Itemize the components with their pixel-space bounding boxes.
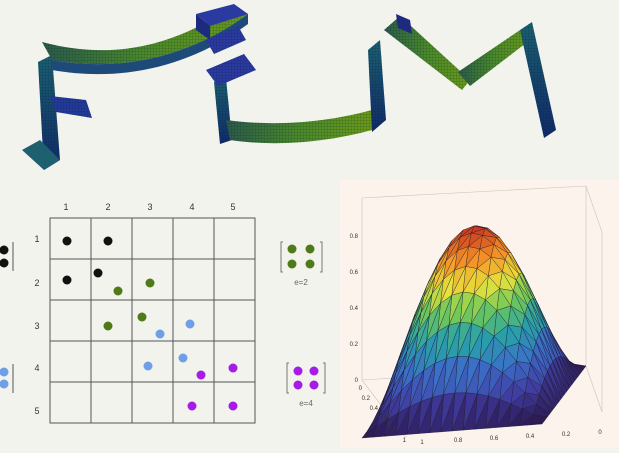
fem-surface-plot: 0.8 0.6 0.4 0.2 0 0 0.2 0.4 0.6 0.8 1 1 … bbox=[340, 180, 619, 448]
surface-mesh bbox=[361, 225, 587, 439]
logo-letter-f bbox=[22, 4, 248, 170]
element-matrix-e1 bbox=[0, 242, 14, 271]
z-tick-label: 0.6 bbox=[350, 270, 359, 276]
element-dot bbox=[305, 259, 315, 269]
matrix-entry-dot bbox=[113, 286, 123, 296]
element-label: e=4 bbox=[299, 399, 313, 408]
surface-triangle bbox=[406, 401, 422, 435]
fem-mesh-logo bbox=[22, 4, 556, 170]
surface-triangle bbox=[372, 418, 388, 438]
z-tick-label: 0 bbox=[355, 378, 359, 384]
matrix-entry-dot bbox=[137, 312, 147, 322]
x-tick-label: 0.4 bbox=[526, 434, 535, 440]
col-label: 5 bbox=[230, 202, 235, 212]
matrix-entries bbox=[62, 236, 238, 411]
element-dot bbox=[0, 245, 9, 255]
surface-triangle bbox=[440, 392, 455, 433]
matrix-entry-dot bbox=[178, 353, 188, 363]
matrix-entry-dot bbox=[103, 321, 113, 331]
bracket bbox=[320, 241, 323, 273]
element-dot bbox=[309, 380, 319, 390]
row-label: 3 bbox=[34, 321, 39, 331]
x-tick-label: 0.2 bbox=[562, 432, 571, 438]
surface-triangle bbox=[395, 406, 410, 436]
element-dot bbox=[293, 380, 303, 390]
element-matrix-e3 bbox=[0, 364, 14, 393]
matrix-entry-dot bbox=[185, 319, 195, 329]
col-label: 3 bbox=[147, 202, 152, 212]
matrix-entry-dot bbox=[196, 370, 206, 380]
surface-triangle bbox=[384, 412, 399, 437]
matrix-border bbox=[49, 217, 256, 424]
logo-letter-e bbox=[206, 26, 372, 144]
axes-lines bbox=[585, 185, 603, 413]
x-tick-label: 0.8 bbox=[454, 438, 463, 444]
col-label: 1 bbox=[63, 202, 68, 212]
matrix-entry-dot bbox=[228, 363, 238, 373]
element-matrix-e2: e=2 bbox=[280, 241, 323, 287]
surface-triangle bbox=[418, 397, 433, 434]
matrix-entry-dot bbox=[228, 401, 238, 411]
bracket bbox=[286, 362, 289, 394]
element-label: e=2 bbox=[294, 278, 308, 287]
y-tick-label: 0.2 bbox=[362, 396, 371, 402]
y-tick-label: 0.4 bbox=[370, 406, 379, 412]
surface-triangle bbox=[474, 396, 489, 430]
surface-triangle bbox=[518, 414, 534, 427]
assembly-matrix-diagram: 1 2 3 4 5 1 2 3 4 5 bbox=[0, 195, 340, 448]
logo-letter-m bbox=[368, 14, 556, 138]
element-dot bbox=[287, 244, 297, 254]
surface-triangle bbox=[485, 399, 500, 429]
matrix-entry-dot bbox=[62, 275, 72, 285]
col-label: 4 bbox=[189, 202, 194, 212]
y-tick-label: 0 bbox=[359, 386, 363, 392]
row-label: 5 bbox=[34, 406, 39, 416]
y-tick-label: 1 bbox=[403, 438, 407, 444]
matrix-grid bbox=[49, 217, 256, 424]
x-tick-label: 0.6 bbox=[490, 436, 499, 442]
surface-triangle bbox=[530, 420, 546, 426]
matrix-entry-dot bbox=[145, 278, 155, 288]
row-label: 1 bbox=[34, 234, 39, 244]
element-dot bbox=[305, 244, 315, 254]
surface-triangle bbox=[361, 426, 377, 439]
surface-triangle bbox=[451, 392, 467, 432]
element-dot bbox=[293, 366, 303, 376]
element-dot bbox=[0, 258, 9, 268]
matrix-entry-dot bbox=[62, 236, 72, 246]
z-tick-label: 0.8 bbox=[350, 234, 359, 240]
matrix-entry-dot bbox=[187, 401, 197, 411]
bracket bbox=[280, 241, 283, 273]
fem-logo bbox=[0, 0, 619, 180]
element-dot bbox=[287, 259, 297, 269]
element-dot bbox=[309, 366, 319, 376]
element-dot bbox=[0, 367, 9, 377]
row-label: 4 bbox=[34, 363, 39, 373]
element-dot bbox=[0, 379, 9, 389]
bracket bbox=[323, 362, 326, 394]
surface-triangle bbox=[496, 403, 512, 428]
row-label: 2 bbox=[34, 278, 39, 288]
surface-triangle bbox=[463, 393, 478, 431]
y-tick-label: 0.8 bbox=[388, 426, 397, 432]
matrix-entry-dot bbox=[93, 268, 103, 278]
z-tick-label: 0.4 bbox=[350, 306, 359, 312]
col-label: 2 bbox=[105, 202, 110, 212]
matrix-entry-dot bbox=[155, 329, 165, 339]
z-tick-label: 0.2 bbox=[350, 342, 359, 348]
matrix-entry-dot bbox=[143, 361, 153, 371]
x-tick-label: 1 bbox=[420, 440, 424, 446]
matrix-entry-dot bbox=[103, 236, 113, 246]
surface-triangle bbox=[429, 394, 444, 433]
element-matrix-e4: e=4 bbox=[286, 362, 326, 408]
surface-triangle bbox=[507, 408, 523, 427]
surface-plot-svg: 0.8 0.6 0.4 0.2 0 0 0.2 0.4 0.6 0.8 1 1 … bbox=[350, 185, 603, 446]
y-tick-label: 0.6 bbox=[379, 416, 388, 422]
x-tick-label: 0 bbox=[598, 430, 602, 436]
assembly-matrix-svg: 1 2 3 4 5 1 2 3 4 5 bbox=[0, 202, 326, 424]
